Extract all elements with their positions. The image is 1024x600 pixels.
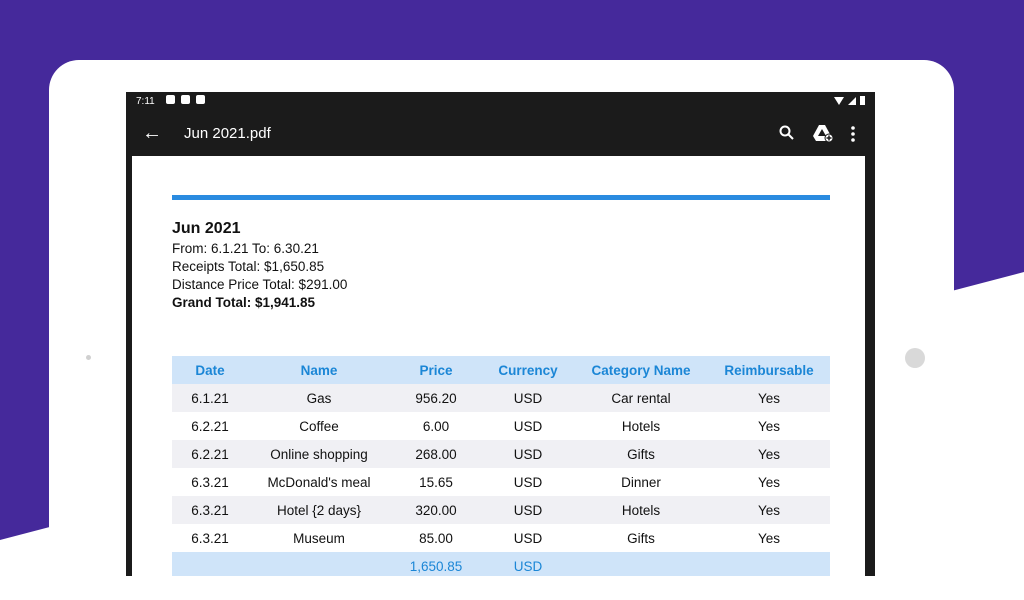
table-cell: USD — [482, 412, 574, 440]
table-header-row: Date Name Price Currency Category Name R… — [172, 356, 830, 384]
app-bar: ← Jun 2021.pdf — [126, 112, 875, 156]
table-row: 6.3.21 McDonald's meal 15.65 USD Dinner … — [172, 468, 830, 496]
table-cell: USD — [482, 524, 574, 552]
settings-icon — [166, 95, 175, 104]
column-header: Category Name — [574, 356, 708, 384]
receipts-table: Date Name Price Currency Category Name R… — [172, 356, 830, 576]
table-cell: 15.65 — [390, 468, 482, 496]
table-cell: Dinner — [574, 468, 708, 496]
column-header: Reimbursable — [708, 356, 830, 384]
table-total-row: 1,650.85 USD — [172, 552, 830, 576]
system-icons — [834, 96, 865, 105]
more-vert-icon[interactable] — [848, 124, 858, 144]
column-header: Price — [390, 356, 482, 384]
column-header: Name — [248, 356, 390, 384]
table-cell: 320.00 — [390, 496, 482, 524]
table-cell: USD — [482, 384, 574, 412]
table-cell: 6.1.21 — [172, 384, 248, 412]
table-cell: 6.3.21 — [172, 496, 248, 524]
status-time: 7:11 — [136, 96, 155, 107]
table-cell: Yes — [708, 384, 830, 412]
accent-divider — [172, 195, 830, 200]
table-cell: 6.3.21 — [172, 468, 248, 496]
table-cell: 956.20 — [390, 384, 482, 412]
grand-total: Grand Total: $1,941.85 — [172, 295, 316, 310]
wifi-icon — [834, 96, 844, 105]
table-row: 6.2.21 Coffee 6.00 USD Hotels Yes — [172, 412, 830, 440]
table-cell: Hotel {2 days} — [248, 496, 390, 524]
table-cell: USD — [482, 440, 574, 468]
table-cell: 6.00 — [390, 412, 482, 440]
table-cell: USD — [482, 552, 574, 576]
sd-card-icon — [196, 95, 205, 104]
table-cell: Online shopping — [248, 440, 390, 468]
table-cell: Yes — [708, 496, 830, 524]
battery-icon — [860, 96, 865, 105]
pdf-page: Jun 2021 From: 6.1.21 To: 6.30.21 Receip… — [132, 156, 865, 576]
arrow-back-icon[interactable]: ← — [142, 122, 162, 144]
table-cell: 6.2.21 — [172, 440, 248, 468]
table-cell — [574, 552, 708, 576]
table-row: 6.1.21 Gas 956.20 USD Car rental Yes — [172, 384, 830, 412]
table-cell: Yes — [708, 440, 830, 468]
table-cell: 6.2.21 — [172, 412, 248, 440]
table-cell: Yes — [708, 468, 830, 496]
table-cell: Coffee — [248, 412, 390, 440]
table-cell: Museum — [248, 524, 390, 552]
table-cell: USD — [482, 496, 574, 524]
table-cell: Hotels — [574, 496, 708, 524]
table-cell: USD — [482, 468, 574, 496]
table-cell: Gas — [248, 384, 390, 412]
search-icon[interactable] — [778, 124, 796, 142]
table-cell: Gifts — [574, 440, 708, 468]
receipts-total: Receipts Total: $1,650.85 — [172, 259, 325, 274]
table-cell — [172, 552, 248, 576]
table-cell — [248, 552, 390, 576]
table-cell: McDonald's meal — [248, 468, 390, 496]
table-cell: Car rental — [574, 384, 708, 412]
table-row: 6.2.21 Online shopping 268.00 USD Gifts … — [172, 440, 830, 468]
column-header: Date — [172, 356, 248, 384]
notification-icons — [166, 95, 205, 104]
device-screen: 7:11 ← Jun 2021.pdf — [126, 92, 875, 576]
status-bar: 7:11 — [126, 92, 875, 112]
table-cell: Hotels — [574, 412, 708, 440]
table-cell: Yes — [708, 524, 830, 552]
date-range: From: 6.1.21 To: 6.30.21 — [172, 241, 319, 256]
table-cell: 85.00 — [390, 524, 482, 552]
table-row: 6.3.21 Hotel {2 days} 320.00 USD Hotels … — [172, 496, 830, 524]
google-drive-icon[interactable] — [812, 123, 834, 143]
table-cell: 1,650.85 — [390, 552, 482, 576]
signal-icon — [848, 96, 856, 105]
document-title: Jun 2021.pdf — [184, 125, 271, 142]
tablet-camera-dot — [86, 355, 91, 360]
distance-total: Distance Price Total: $291.00 — [172, 277, 348, 292]
notification-icon — [181, 95, 190, 104]
report-title: Jun 2021 — [172, 220, 241, 237]
table-cell — [708, 552, 830, 576]
table-cell: 268.00 — [390, 440, 482, 468]
column-header: Currency — [482, 356, 574, 384]
table-cell: Gifts — [574, 524, 708, 552]
table-cell: Yes — [708, 412, 830, 440]
table-cell: 6.3.21 — [172, 524, 248, 552]
tablet-home-button — [905, 348, 925, 368]
table-row: 6.3.21 Museum 85.00 USD Gifts Yes — [172, 524, 830, 552]
